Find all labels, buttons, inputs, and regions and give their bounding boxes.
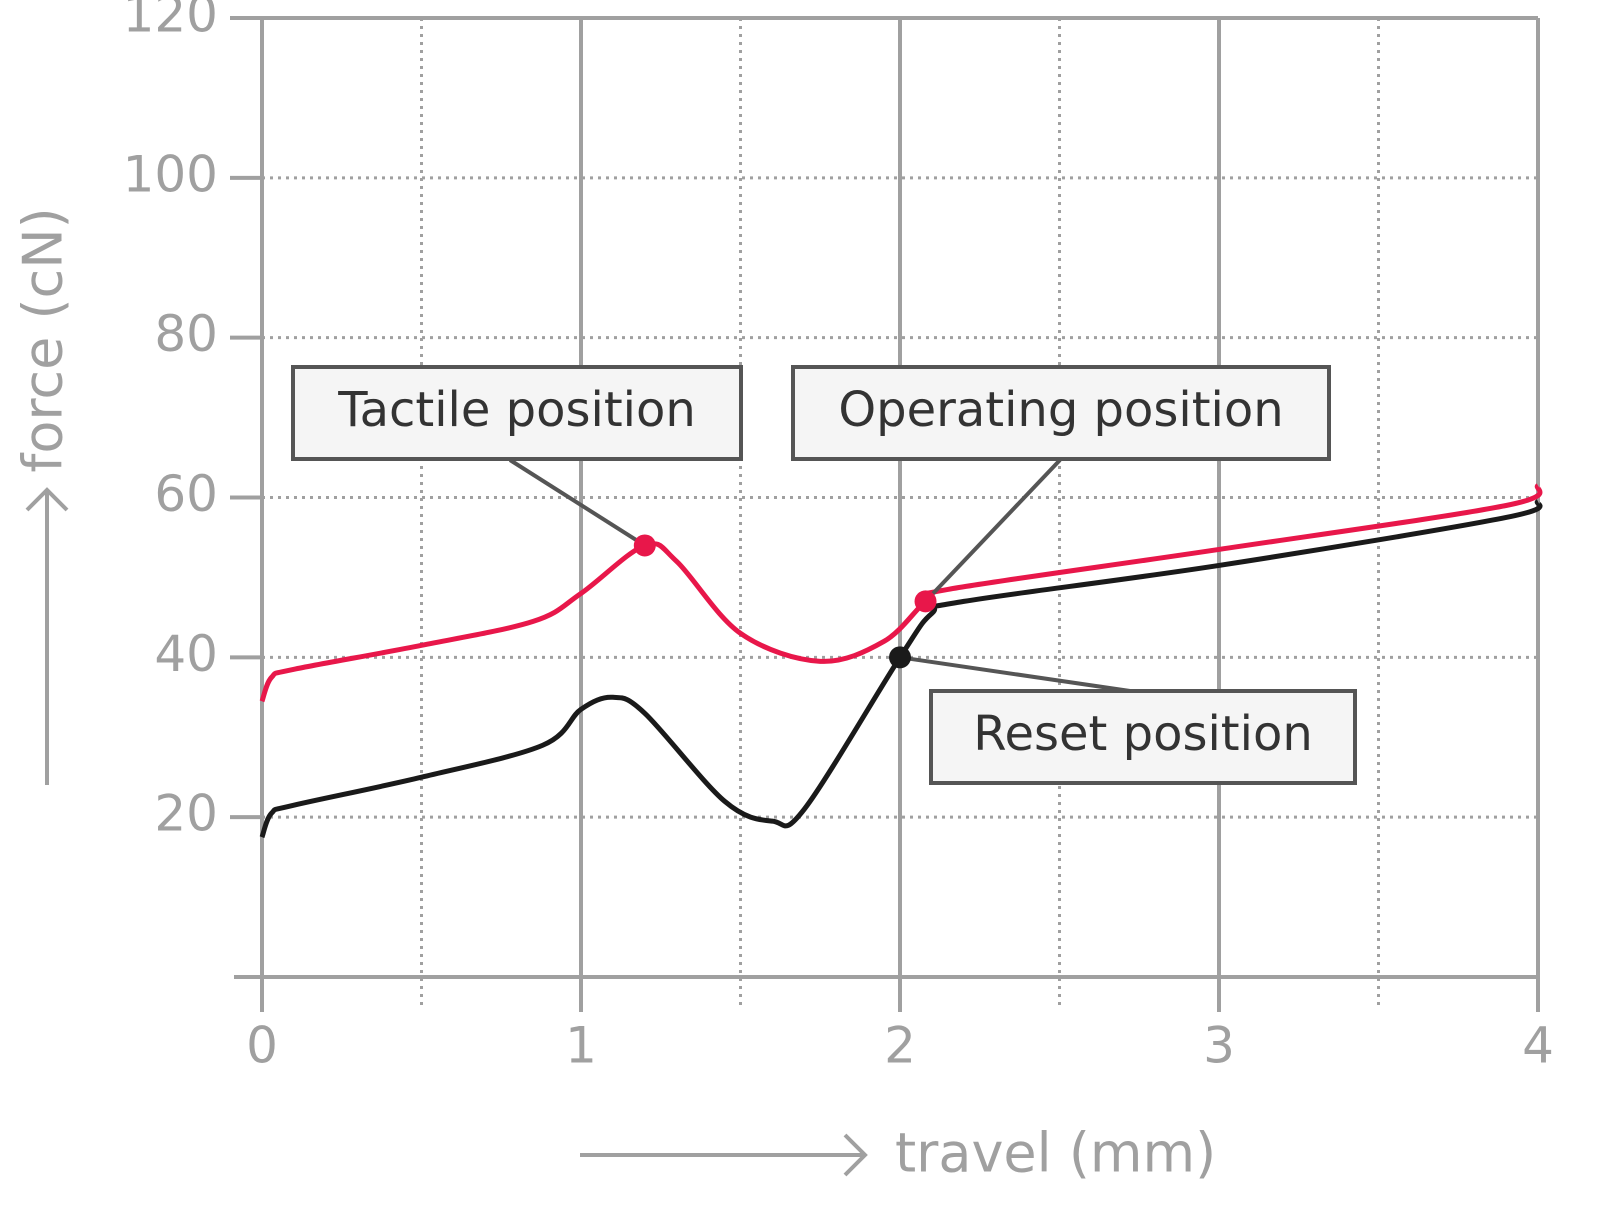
y-arrow-head [25,487,69,512]
y-axis-label: force (cN) [12,207,75,472]
annotation-box [291,365,743,461]
x-arrow-head [843,1133,868,1177]
y-tick-label: 60 [154,465,218,523]
annotation-text: Tactile position [337,382,696,438]
x-tick-label: 3 [1203,1017,1235,1075]
x-tick-label: 0 [246,1017,278,1075]
y-tick-label: 80 [154,305,218,363]
series-line [259,499,1543,839]
leader-line [899,655,1131,693]
x-axis-label: travel (mm) [895,1122,1216,1185]
annotation-point [889,646,911,669]
leader-line [508,458,646,548]
y-tick-label: 100 [123,145,218,203]
x-tick-label: 4 [1522,1017,1554,1075]
annotation-point [914,590,937,613]
leader-line [924,458,1062,603]
x-tick-label: 1 [565,1017,597,1075]
y-tick-label: 120 [123,0,218,44]
annotation-box [791,365,1331,461]
annotation-box [929,689,1357,785]
y-tick-label: 20 [154,785,218,843]
x-tick-label: 2 [884,1017,916,1075]
y-tick-label: 40 [154,625,218,683]
annotation-point [633,534,656,557]
annotation-text: Reset position [973,706,1312,762]
annotation-text: Operating position [838,382,1283,438]
series-line [259,483,1543,703]
